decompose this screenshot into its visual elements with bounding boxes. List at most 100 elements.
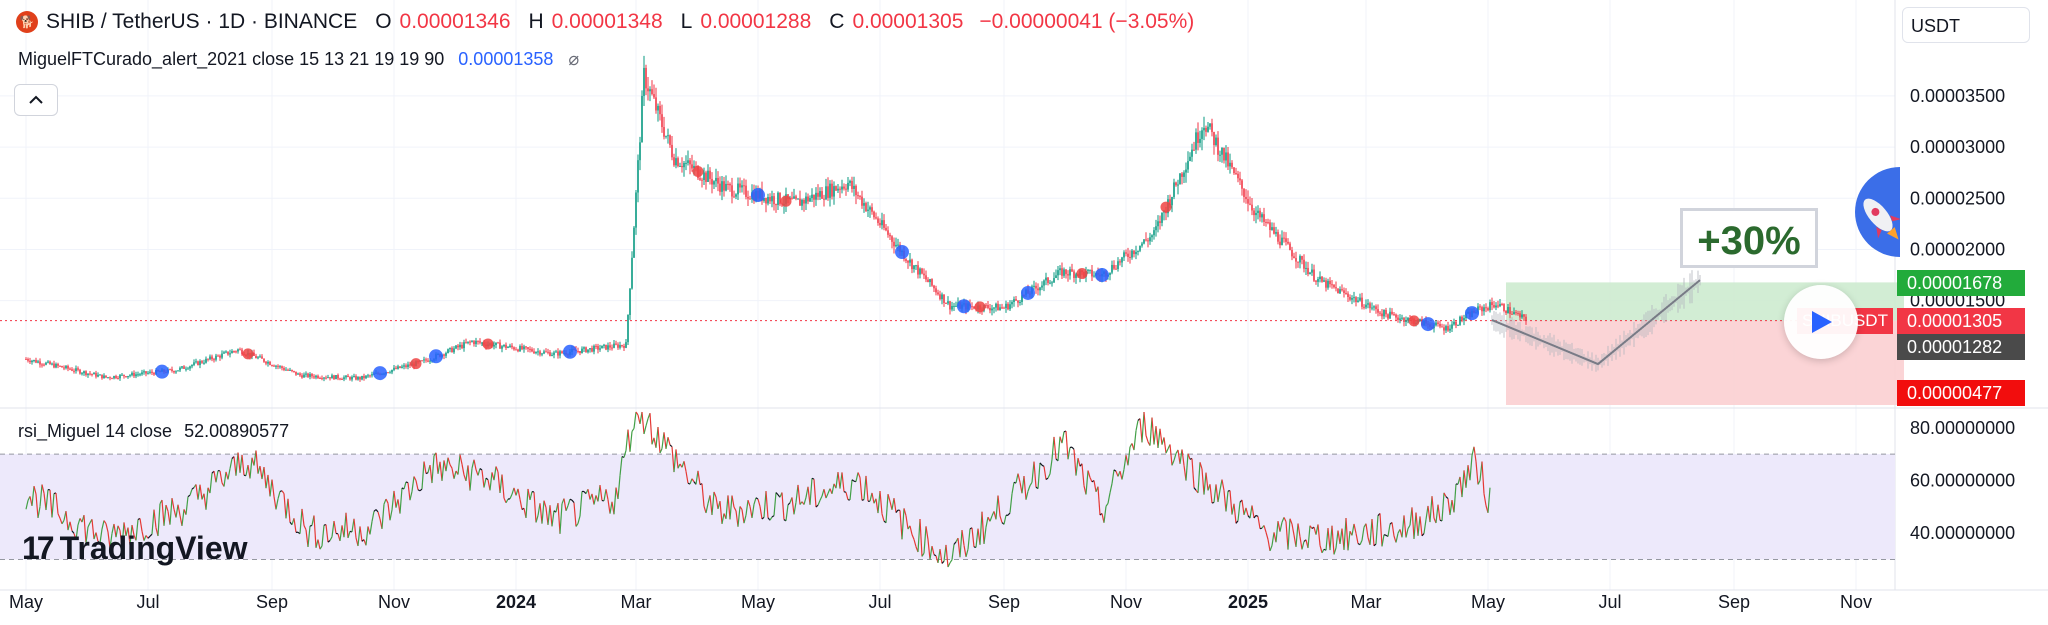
rsi-line-segment xyxy=(317,539,321,550)
candle-body xyxy=(561,351,563,354)
candle-body xyxy=(1153,230,1155,236)
hidden-value-icon[interactable]: ⌀ xyxy=(568,49,580,69)
rsi-line-segment xyxy=(1421,533,1425,537)
candle-body xyxy=(531,349,533,352)
candle-body xyxy=(529,348,531,350)
candle-body xyxy=(355,376,357,380)
rsi-line-segment xyxy=(603,489,607,501)
candle-body xyxy=(1219,154,1221,156)
candle-body xyxy=(803,199,805,204)
rsi-line-segment xyxy=(1469,455,1473,481)
candle-body xyxy=(1349,296,1351,300)
candle-body xyxy=(827,186,829,198)
candle-body xyxy=(623,345,625,348)
candle-body xyxy=(927,279,929,283)
candle-body xyxy=(87,373,89,376)
candle-body xyxy=(57,363,59,366)
rsi-line-segment xyxy=(659,448,663,454)
rsi-line-segment xyxy=(113,523,117,538)
rsi-line-segment xyxy=(743,515,747,524)
rsi-line-segment xyxy=(255,450,259,474)
candle-body xyxy=(309,374,311,377)
candle-body xyxy=(95,372,97,377)
candle-body xyxy=(955,305,957,307)
candle-body xyxy=(1283,237,1285,239)
candle-body xyxy=(705,172,707,182)
projection-ghost-candles xyxy=(1491,270,1701,372)
candle-body xyxy=(1343,290,1345,294)
rsi-line-segment xyxy=(1321,548,1325,554)
candle-body xyxy=(1035,285,1037,289)
indicator-value: 0.00001358 xyxy=(458,49,554,69)
candle-body xyxy=(649,89,651,92)
rsi-line-segment xyxy=(951,544,955,560)
candle-body xyxy=(735,194,737,197)
candle-body xyxy=(625,342,627,348)
candle-body xyxy=(1057,270,1059,276)
candle-body xyxy=(895,244,897,247)
candle-body xyxy=(395,367,397,369)
rsi-line-segment xyxy=(1475,461,1479,485)
rsi-line-segment xyxy=(373,509,377,512)
rsi-line-segment xyxy=(1089,477,1093,483)
sell-signal-dot xyxy=(1160,201,1172,213)
candle-body xyxy=(601,345,603,349)
candle-body xyxy=(253,352,255,356)
candle-body xyxy=(907,260,909,263)
candle-body xyxy=(143,371,145,373)
currency-selector[interactable]: USDT xyxy=(1902,7,2030,43)
rsi-line-segment xyxy=(685,471,689,484)
rsi-line-segment xyxy=(551,510,555,527)
candle-body xyxy=(121,374,123,376)
candle-body xyxy=(517,349,519,352)
rsi-line-segment xyxy=(1371,519,1375,546)
candle-body xyxy=(877,218,879,223)
play-button[interactable] xyxy=(1784,285,1858,359)
rsi-line-segment xyxy=(985,517,989,528)
symbol-title[interactable]: SHIB / TetherUS · 1D · BINANCE xyxy=(46,10,358,33)
candle-body xyxy=(505,344,507,348)
candle-body xyxy=(1453,321,1455,325)
rsi-legend[interactable]: rsi_Miguel 14 close 52.00890577 xyxy=(18,421,289,442)
rsi-line-segment xyxy=(315,539,319,548)
indicator-legend[interactable]: MiguelFTCurado_alert_2021 close 15 13 21… xyxy=(18,49,579,70)
candle-body xyxy=(225,351,227,353)
rsi-line-segment xyxy=(197,484,201,500)
sell-signal-dot xyxy=(1076,267,1088,279)
candle-body xyxy=(1227,152,1229,167)
rsi-line-segment xyxy=(283,493,287,519)
rsi-line-segment xyxy=(1025,491,1029,500)
candle-body xyxy=(1117,261,1119,269)
candle-body xyxy=(985,304,987,306)
rsi-line-segment xyxy=(625,429,629,451)
candle-body xyxy=(299,373,301,376)
candle-body xyxy=(635,192,637,228)
collapse-legend-button[interactable] xyxy=(14,84,58,116)
candle-body xyxy=(641,95,643,143)
candle-body xyxy=(199,361,201,366)
candle-body xyxy=(621,345,623,347)
rsi-line-segment xyxy=(441,460,445,481)
rsi-line-segment xyxy=(1041,464,1045,467)
rsi-line-segment xyxy=(631,428,635,432)
candle-body xyxy=(1519,313,1521,318)
time-tick-label: Mar xyxy=(621,592,652,612)
candle-body xyxy=(467,341,469,343)
candle-body xyxy=(1129,256,1131,258)
rsi-line-segment xyxy=(787,502,791,506)
rsi-line-segment xyxy=(1473,446,1477,462)
rsi-line-segment xyxy=(305,529,309,548)
rsi-line-segment xyxy=(1391,522,1395,537)
rsi-line-segment xyxy=(1257,516,1261,529)
candle-body xyxy=(329,377,331,379)
candle-body xyxy=(1245,196,1247,200)
candle-body xyxy=(971,306,973,308)
candle-body xyxy=(805,196,807,204)
rsi-line-segment xyxy=(1263,525,1267,533)
rsi-line-segment xyxy=(483,478,487,488)
buy-signal-dot xyxy=(373,366,387,381)
candle-body xyxy=(931,279,933,286)
candle-body xyxy=(1331,284,1333,286)
rsi-line-segment xyxy=(461,463,465,475)
